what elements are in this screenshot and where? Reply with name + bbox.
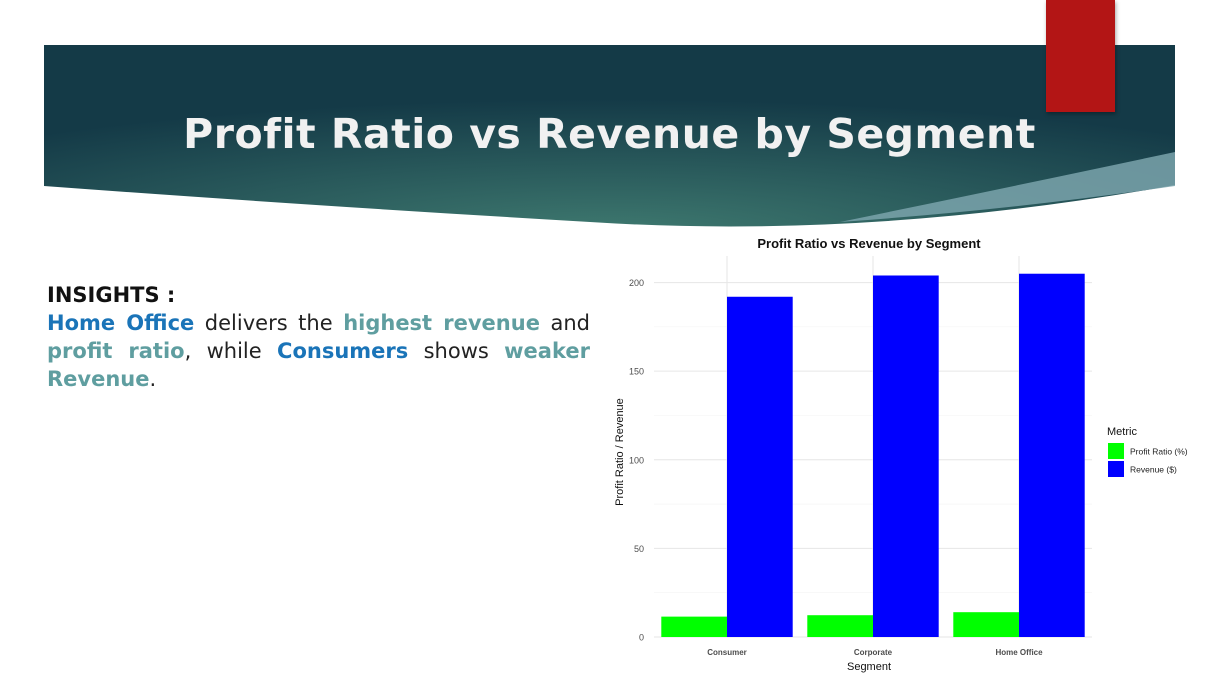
legend-label: Revenue ($): [1130, 465, 1177, 475]
x-axis-label: Segment: [847, 661, 891, 673]
legend-swatch: [1108, 443, 1124, 459]
insights-body: Home Office delivers the highest revenue…: [47, 309, 590, 393]
bar-consumer-revenue: [727, 296, 793, 637]
bar-home-office-profit-ratio: [953, 612, 1019, 637]
y-tick-label: 150: [629, 367, 644, 377]
insight-text: shows: [408, 339, 505, 363]
segment-chart: Profit Ratio vs Revenue by Segment 0 50 10…: [614, 236, 1188, 673]
x-tick-label: Corporate: [854, 648, 893, 657]
chart-legend: Metric Profit Ratio (%) Revenue ($): [1107, 426, 1188, 477]
bar-home-office-revenue: [1019, 273, 1085, 637]
x-tick-label: Consumer: [707, 648, 747, 657]
header-band: [44, 45, 1175, 227]
y-tick-label: 100: [629, 455, 644, 465]
x-tick-label: Home Office: [995, 648, 1043, 657]
y-tick-label: 50: [634, 544, 644, 554]
bar-corporate-profit-ratio: [807, 615, 873, 637]
chart-title: Profit Ratio vs Revenue by Segment: [757, 236, 981, 251]
insight-highlight: weaker Revenue: [47, 339, 590, 391]
header-band-shape: [44, 45, 1175, 227]
header-accent-stripe: [840, 152, 1175, 222]
legend-label: Profit Ratio (%): [1130, 447, 1188, 457]
insight-highlight: profit ratio: [47, 339, 185, 363]
insight-highlight: highest revenue: [343, 311, 540, 335]
insight-text: and: [539, 311, 590, 335]
y-tick-label: 200: [629, 278, 644, 288]
insight-text: delivers the: [194, 311, 344, 335]
insight-text: .: [149, 367, 157, 391]
chart-axes: 0 50 100 150 200 Consumer Corporate Home Office: [629, 278, 1043, 657]
insight-highlight: Home Office: [47, 311, 195, 335]
insight-text: , while: [184, 339, 278, 363]
red-accent-tab: [1046, 0, 1115, 112]
slide-title: Profit Ratio vs Revenue by Segment: [183, 110, 1036, 158]
legend-title: Metric: [1107, 426, 1137, 438]
insights-heading: INSIGHTS :: [47, 283, 176, 307]
legend-swatch: [1108, 461, 1124, 477]
insight-highlight: Consumers: [277, 339, 409, 363]
bar-corporate-revenue: [873, 275, 939, 637]
chart-bars: [661, 273, 1085, 637]
bar-consumer-profit-ratio: [661, 616, 727, 637]
insights-panel: INSIGHTS : Home Office delivers the high…: [47, 281, 590, 393]
y-tick-label: 0: [639, 633, 644, 643]
y-axis-label: Profit Ratio / Revenue: [614, 398, 626, 506]
